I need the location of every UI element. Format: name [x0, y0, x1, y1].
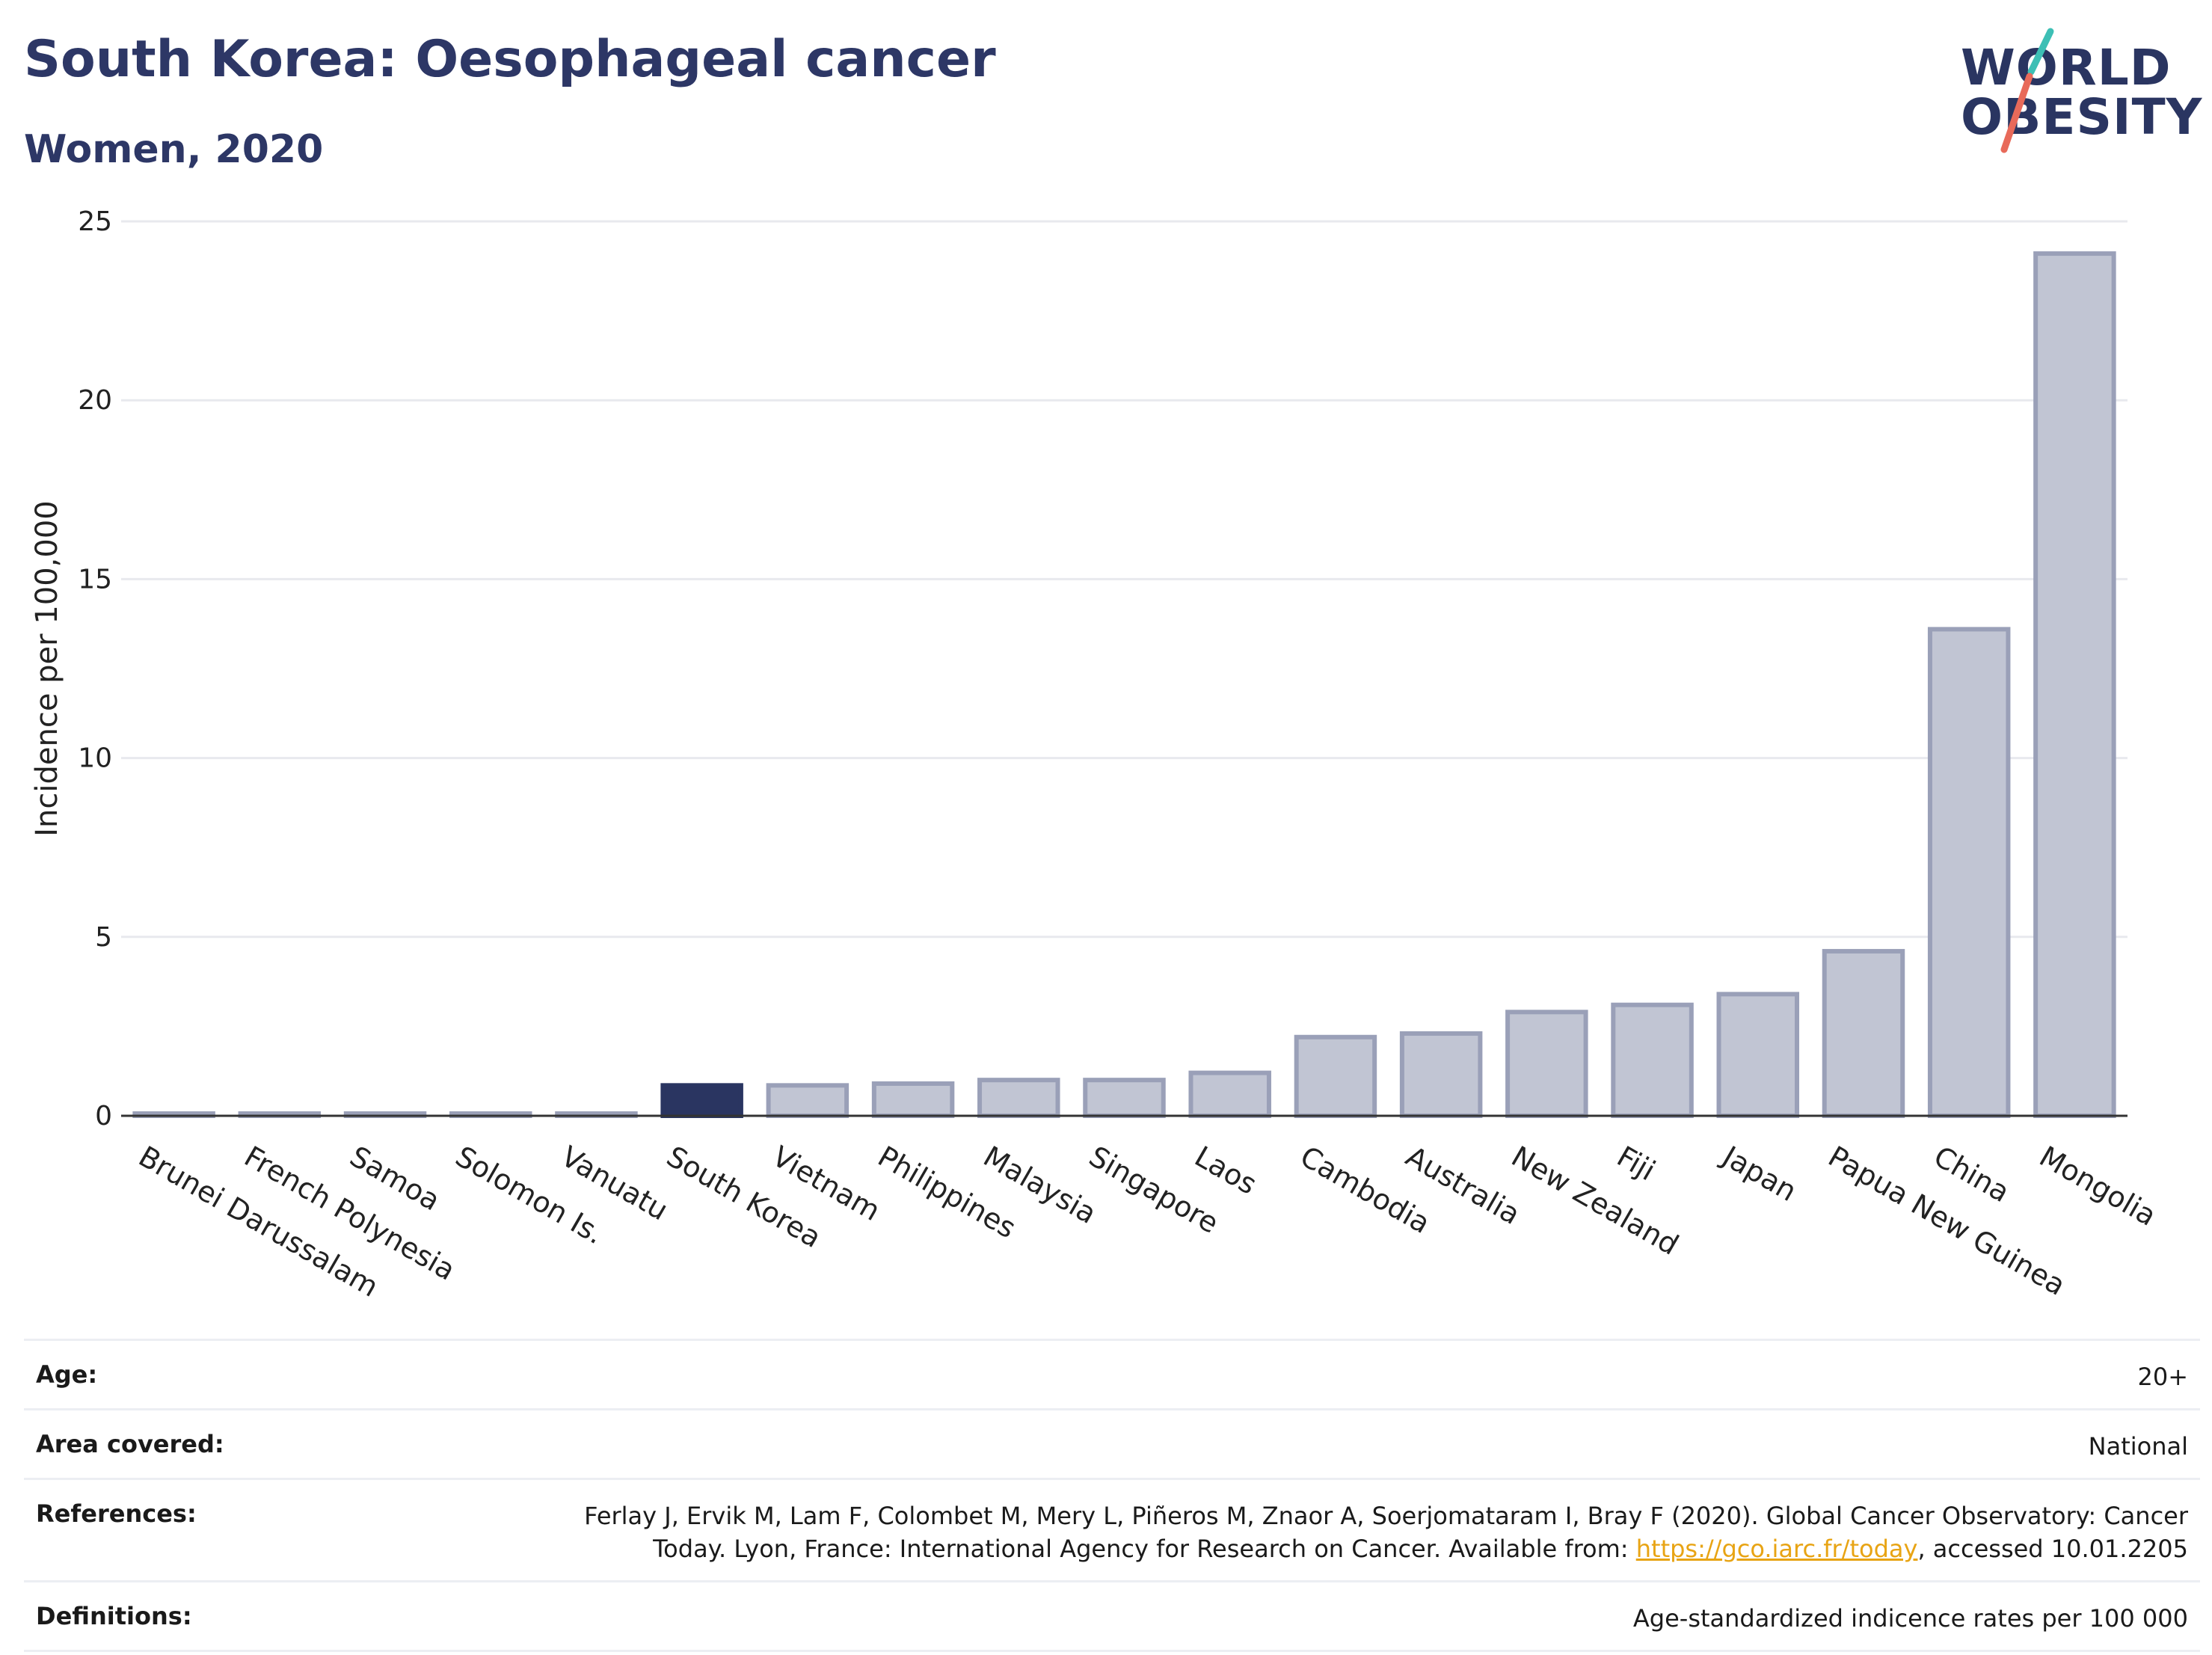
- definitions-label: Definitions:: [36, 1602, 192, 1630]
- info-table: Age: 20+ Area covered: National Referenc…: [24, 1339, 2200, 1652]
- y-tick-label: 15: [78, 564, 112, 595]
- area-value: National: [2088, 1432, 2188, 1461]
- bar-fiji: [1611, 1002, 1694, 1119]
- definitions-value: Age-standardized indicence rates per 100…: [1632, 1604, 2188, 1633]
- x-tick-label: Fiji: [1612, 1140, 1661, 1187]
- bar-papua-new-guinea: [1822, 948, 1905, 1119]
- bar-china: [1927, 627, 2011, 1118]
- bar-philippines: [871, 1081, 955, 1118]
- y-tick-label: 0: [95, 1101, 112, 1132]
- bar-south-korea: [660, 1083, 743, 1119]
- bar-malaysia: [977, 1078, 1060, 1119]
- logo-text-line2: OBESITY: [1961, 88, 2203, 146]
- x-tick-label: Laos: [1189, 1140, 1262, 1201]
- bar-laos: [1188, 1070, 1271, 1119]
- grid-lines: [121, 220, 2127, 939]
- y-tick-label: 10: [78, 743, 112, 774]
- age-value: 20+: [2137, 1363, 2188, 1391]
- bar-singapore: [1083, 1078, 1166, 1119]
- chart-title: South Korea: Oesophageal cancer: [24, 30, 996, 89]
- y-tick-label: 5: [95, 922, 112, 953]
- y-tick-label: 25: [78, 206, 112, 237]
- logo-text-line1: WORLD: [1961, 39, 2172, 96]
- info-row-references: References: Ferlay J, Ervik M, Lam F, Co…: [24, 1480, 2200, 1582]
- references-text: Ferlay J, Ervik M, Lam F, Colombet M, Me…: [584, 1502, 2188, 1563]
- info-row-area: Area covered: National: [24, 1410, 2200, 1480]
- info-row-definitions: Definitions: Age-standardized indicence …: [24, 1582, 2200, 1652]
- y-axis-ticks: 0 5 10 15 20 25: [78, 206, 112, 1132]
- logo-slash-icon: [2000, 28, 2054, 153]
- x-tick-label: Mongolia: [2034, 1140, 2162, 1232]
- y-axis-label: Incidence per 100,000: [30, 500, 64, 837]
- area-label: Area covered:: [36, 1430, 224, 1458]
- references-link[interactable]: https://gco.iarc.fr/today: [1635, 1535, 1918, 1563]
- world-obesity-logo: WORLD OBESITY: [1952, 22, 2203, 157]
- y-tick-label: 20: [78, 385, 112, 416]
- chart-subtitle: Women, 2020: [24, 127, 324, 172]
- bar-cambodia: [1294, 1034, 1377, 1118]
- bars: [132, 251, 2116, 1119]
- bar-mongolia: [2033, 251, 2116, 1118]
- references-accessed: , accessed 10.01.2205: [1917, 1535, 2188, 1563]
- bar-new-zealand: [1505, 1010, 1588, 1119]
- bar-japan: [1716, 992, 1800, 1118]
- bar-vietnam: [766, 1083, 850, 1119]
- bar-australia: [1399, 1031, 1483, 1119]
- x-tick-label: Japan: [1716, 1139, 1803, 1208]
- references-value: Ferlay J, Ervik M, Lam F, Colombet M, Me…: [543, 1499, 2188, 1565]
- references-label: References:: [36, 1499, 197, 1528]
- age-label: Age:: [36, 1360, 98, 1389]
- info-row-age: Age: 20+: [24, 1341, 2200, 1410]
